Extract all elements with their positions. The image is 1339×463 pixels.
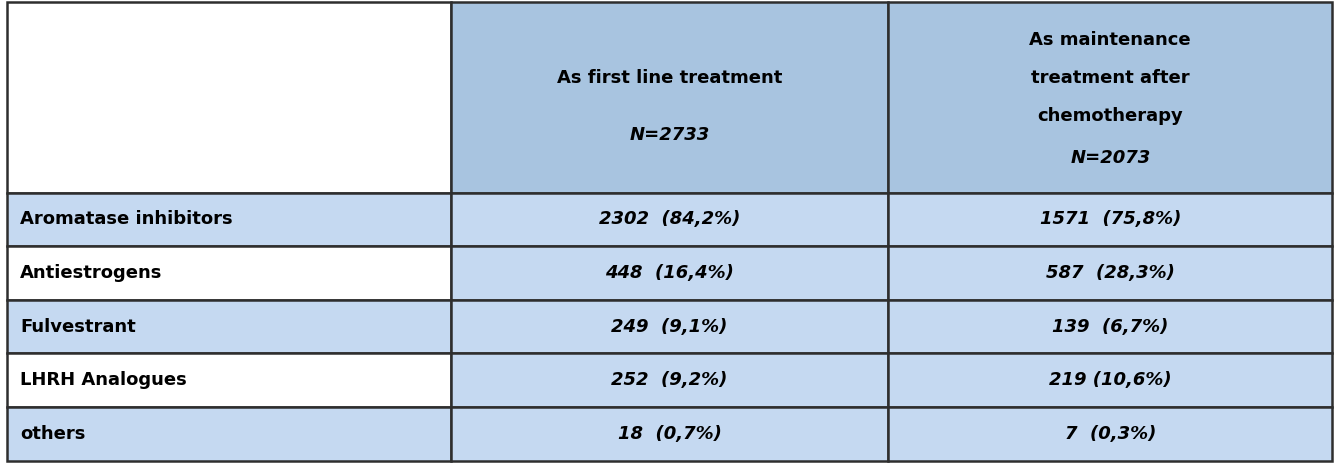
- Bar: [7, 2, 451, 193]
- Text: 448  (16,4%): 448 (16,4%): [605, 264, 734, 282]
- Text: LHRH Analogues: LHRH Analogues: [20, 371, 187, 389]
- Text: Fulvestrant: Fulvestrant: [20, 318, 135, 336]
- Text: Antiestrogens: Antiestrogens: [20, 264, 162, 282]
- Bar: [7, 353, 451, 407]
- Text: 252  (9,2%): 252 (9,2%): [612, 371, 727, 389]
- Bar: [7, 407, 451, 461]
- Bar: [451, 193, 888, 246]
- Text: 219 (10,6%): 219 (10,6%): [1048, 371, 1172, 389]
- Text: 2302  (84,2%): 2302 (84,2%): [599, 210, 740, 228]
- Bar: [888, 193, 1332, 246]
- Text: others: others: [20, 425, 86, 443]
- Bar: [451, 300, 888, 353]
- Bar: [451, 353, 888, 407]
- Text: N=2733: N=2733: [629, 126, 710, 144]
- Bar: [888, 407, 1332, 461]
- Bar: [451, 407, 888, 461]
- Text: 18  (0,7%): 18 (0,7%): [617, 425, 722, 443]
- Text: chemotherapy: chemotherapy: [1038, 107, 1184, 125]
- Bar: [888, 353, 1332, 407]
- Text: 1571  (75,8%): 1571 (75,8%): [1039, 210, 1181, 228]
- Bar: [888, 246, 1332, 300]
- Text: treatment after: treatment after: [1031, 69, 1189, 88]
- Bar: [451, 246, 888, 300]
- Bar: [7, 300, 451, 353]
- Text: 139  (6,7%): 139 (6,7%): [1052, 318, 1169, 336]
- Text: 7  (0,3%): 7 (0,3%): [1065, 425, 1156, 443]
- Text: Aromatase inhibitors: Aromatase inhibitors: [20, 210, 233, 228]
- Bar: [451, 2, 888, 193]
- Bar: [888, 2, 1332, 193]
- Text: N=2073: N=2073: [1070, 149, 1150, 167]
- Text: As first line treatment: As first line treatment: [557, 69, 782, 88]
- Bar: [7, 193, 451, 246]
- Text: 249  (9,1%): 249 (9,1%): [612, 318, 727, 336]
- Bar: [888, 300, 1332, 353]
- Bar: [7, 246, 451, 300]
- Text: As maintenance: As maintenance: [1030, 31, 1192, 50]
- Text: 587  (28,3%): 587 (28,3%): [1046, 264, 1174, 282]
